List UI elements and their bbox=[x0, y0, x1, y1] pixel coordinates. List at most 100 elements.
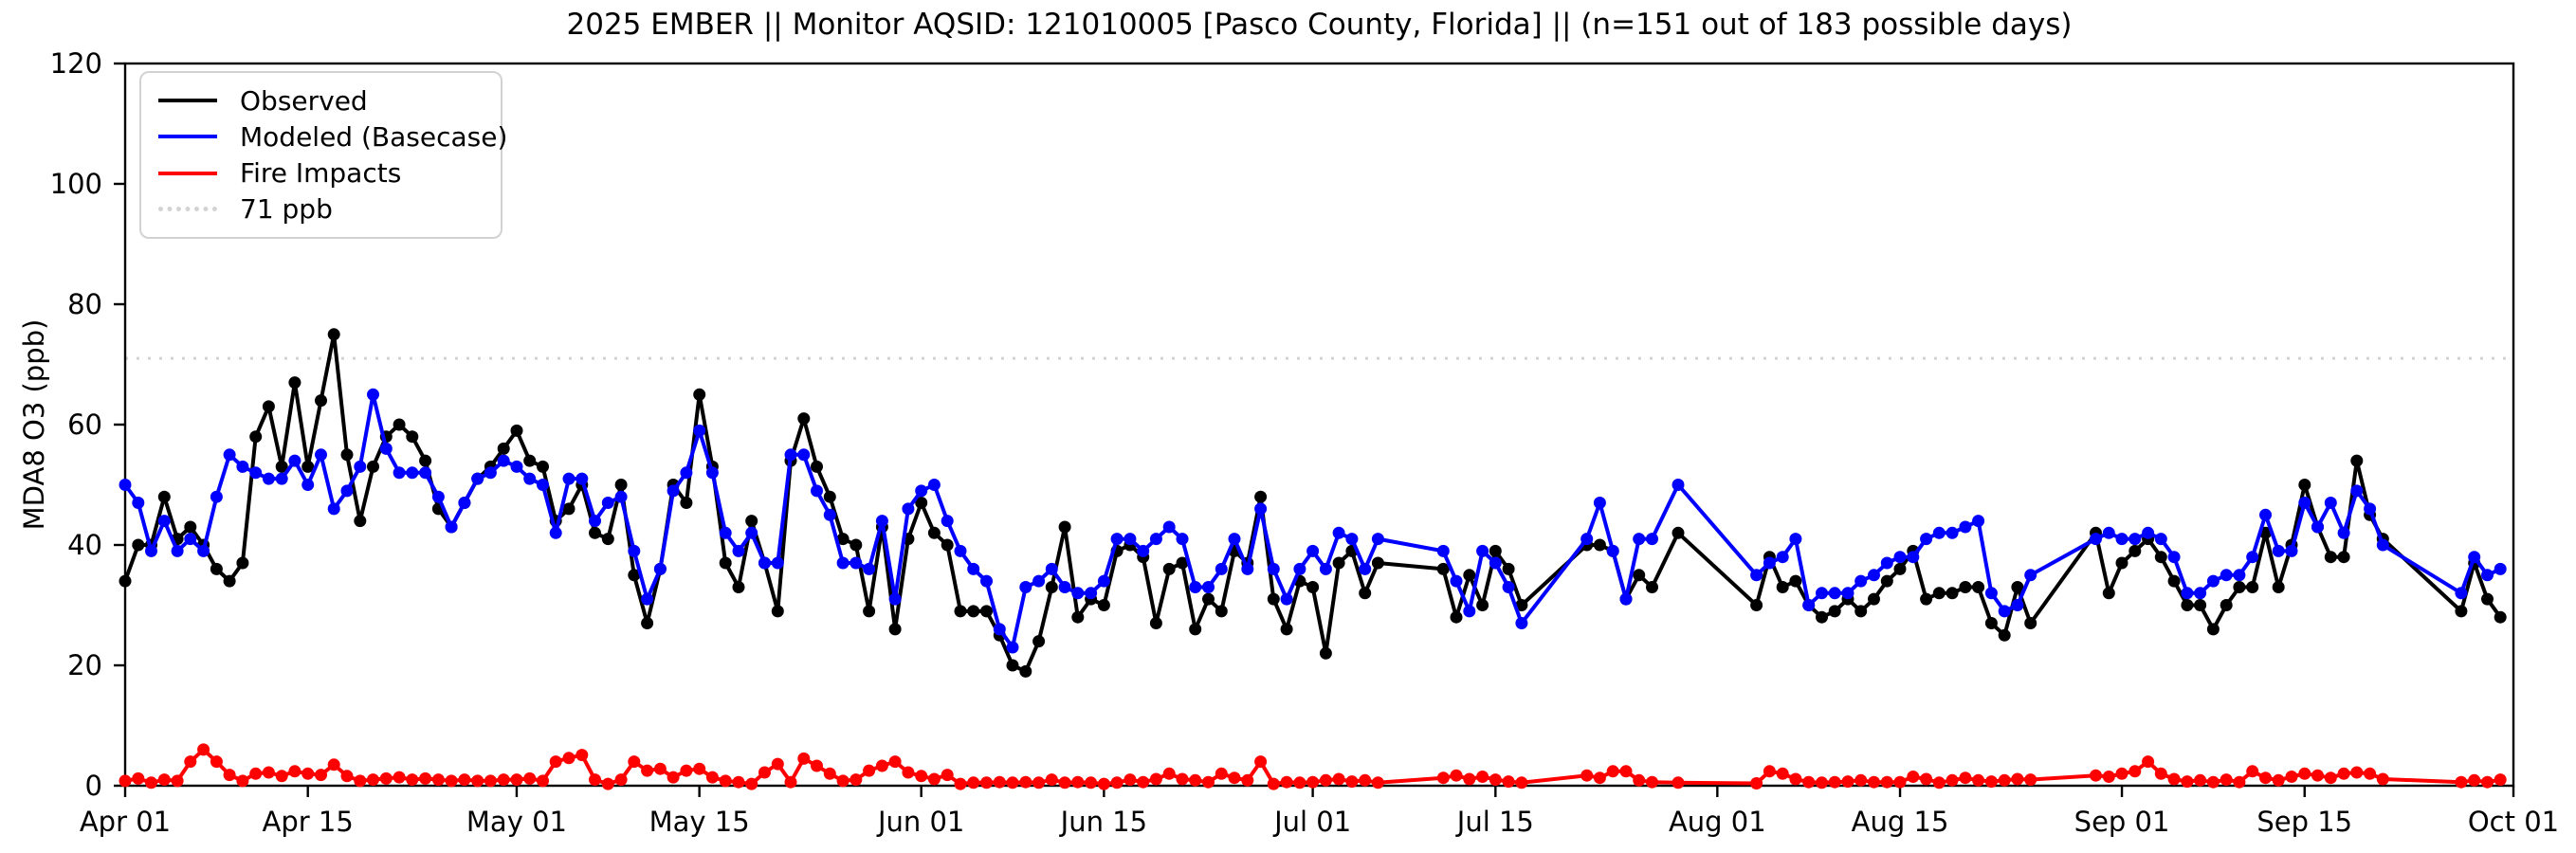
data-point bbox=[1359, 562, 1372, 575]
data-point bbox=[836, 774, 850, 788]
data-point bbox=[249, 430, 263, 444]
data-point bbox=[1149, 533, 1162, 546]
data-point bbox=[1176, 772, 1189, 786]
data-point bbox=[2324, 497, 2337, 509]
data-point bbox=[836, 556, 850, 570]
x-tick-label: Oct 01 bbox=[2468, 806, 2559, 838]
data-point bbox=[1789, 533, 1802, 546]
data-point bbox=[1306, 775, 1320, 789]
data-point bbox=[510, 424, 523, 437]
data-point bbox=[1006, 776, 1019, 789]
data-point bbox=[1058, 581, 1071, 593]
data-point bbox=[758, 766, 771, 779]
data-point bbox=[902, 502, 915, 516]
data-point bbox=[1868, 592, 1880, 606]
data-point bbox=[1162, 562, 1176, 575]
data-point bbox=[719, 526, 732, 539]
data-point bbox=[2311, 769, 2324, 782]
x-tick-label: Jul 01 bbox=[1272, 806, 1351, 838]
data-point bbox=[980, 574, 993, 588]
data-point bbox=[1946, 587, 1959, 600]
data-point bbox=[902, 766, 915, 779]
data-point bbox=[275, 460, 288, 473]
data-point bbox=[1515, 599, 1528, 611]
data-point bbox=[1436, 771, 1450, 785]
data-point bbox=[197, 544, 210, 557]
data-point bbox=[2376, 538, 2389, 552]
data-point bbox=[863, 562, 876, 575]
y-tick-label: 80 bbox=[67, 288, 102, 320]
data-point bbox=[589, 526, 601, 539]
data-point bbox=[888, 623, 902, 636]
data-point bbox=[2298, 497, 2311, 509]
data-point bbox=[1646, 533, 1658, 546]
data-point bbox=[262, 766, 275, 779]
data-point bbox=[1932, 526, 1946, 539]
data-point bbox=[1267, 592, 1280, 606]
data-point bbox=[1854, 773, 1868, 787]
data-point bbox=[705, 771, 719, 784]
data-point bbox=[445, 774, 458, 788]
data-point bbox=[1189, 623, 1202, 636]
data-point bbox=[2494, 610, 2507, 624]
data-point bbox=[1998, 628, 2011, 642]
data-point bbox=[811, 460, 823, 473]
data-point bbox=[2494, 773, 2507, 787]
legend-label: Modeled (Basecase) bbox=[240, 120, 508, 153]
data-point bbox=[1515, 617, 1528, 629]
data-point bbox=[2272, 773, 2285, 787]
data-point bbox=[628, 755, 641, 769]
data-point bbox=[888, 755, 902, 769]
data-point bbox=[419, 771, 432, 785]
data-point bbox=[2167, 574, 2181, 588]
data-point bbox=[2324, 551, 2337, 564]
data-point bbox=[1137, 775, 1150, 789]
data-point bbox=[927, 479, 941, 491]
data-point bbox=[1202, 592, 1215, 606]
data-point bbox=[2350, 454, 2364, 467]
data-point bbox=[1110, 776, 1124, 789]
data-point bbox=[1502, 775, 1515, 789]
data-point bbox=[1606, 765, 1619, 778]
data-point bbox=[119, 574, 132, 588]
series-line-observed bbox=[123, 332, 2502, 674]
data-point bbox=[1841, 587, 1854, 600]
data-point bbox=[1045, 773, 1058, 787]
data-point bbox=[1162, 520, 1176, 534]
data-point bbox=[2468, 551, 2481, 564]
data-point bbox=[1828, 775, 1841, 789]
data-point bbox=[1619, 592, 1633, 606]
data-point bbox=[575, 472, 589, 485]
data-point bbox=[367, 388, 379, 401]
data-point bbox=[2011, 772, 2024, 786]
data-point bbox=[1032, 635, 1046, 648]
data-point bbox=[680, 497, 693, 509]
data-point bbox=[354, 515, 367, 528]
y-tick-label: 120 bbox=[50, 47, 102, 80]
data-point bbox=[941, 769, 954, 782]
x-tick-label: Sep 01 bbox=[2074, 806, 2170, 838]
data-point bbox=[458, 497, 471, 509]
data-point bbox=[301, 460, 315, 473]
data-point bbox=[262, 472, 275, 485]
data-point bbox=[1476, 544, 1489, 557]
data-point bbox=[379, 442, 393, 455]
data-point bbox=[823, 508, 836, 521]
data-point bbox=[2259, 771, 2272, 785]
data-point bbox=[1984, 617, 1998, 629]
data-point bbox=[1932, 587, 1946, 600]
x-tick-label: Apr 15 bbox=[263, 806, 354, 838]
data-point bbox=[1332, 772, 1345, 786]
data-point bbox=[210, 562, 223, 575]
data-point bbox=[210, 755, 223, 769]
data-point bbox=[2011, 581, 2024, 593]
data-point bbox=[1828, 587, 1841, 600]
data-point bbox=[1646, 775, 1658, 789]
data-point bbox=[1776, 581, 1789, 593]
data-point bbox=[863, 764, 876, 777]
data-point bbox=[836, 533, 850, 546]
data-point bbox=[589, 515, 601, 528]
data-point bbox=[327, 502, 340, 516]
